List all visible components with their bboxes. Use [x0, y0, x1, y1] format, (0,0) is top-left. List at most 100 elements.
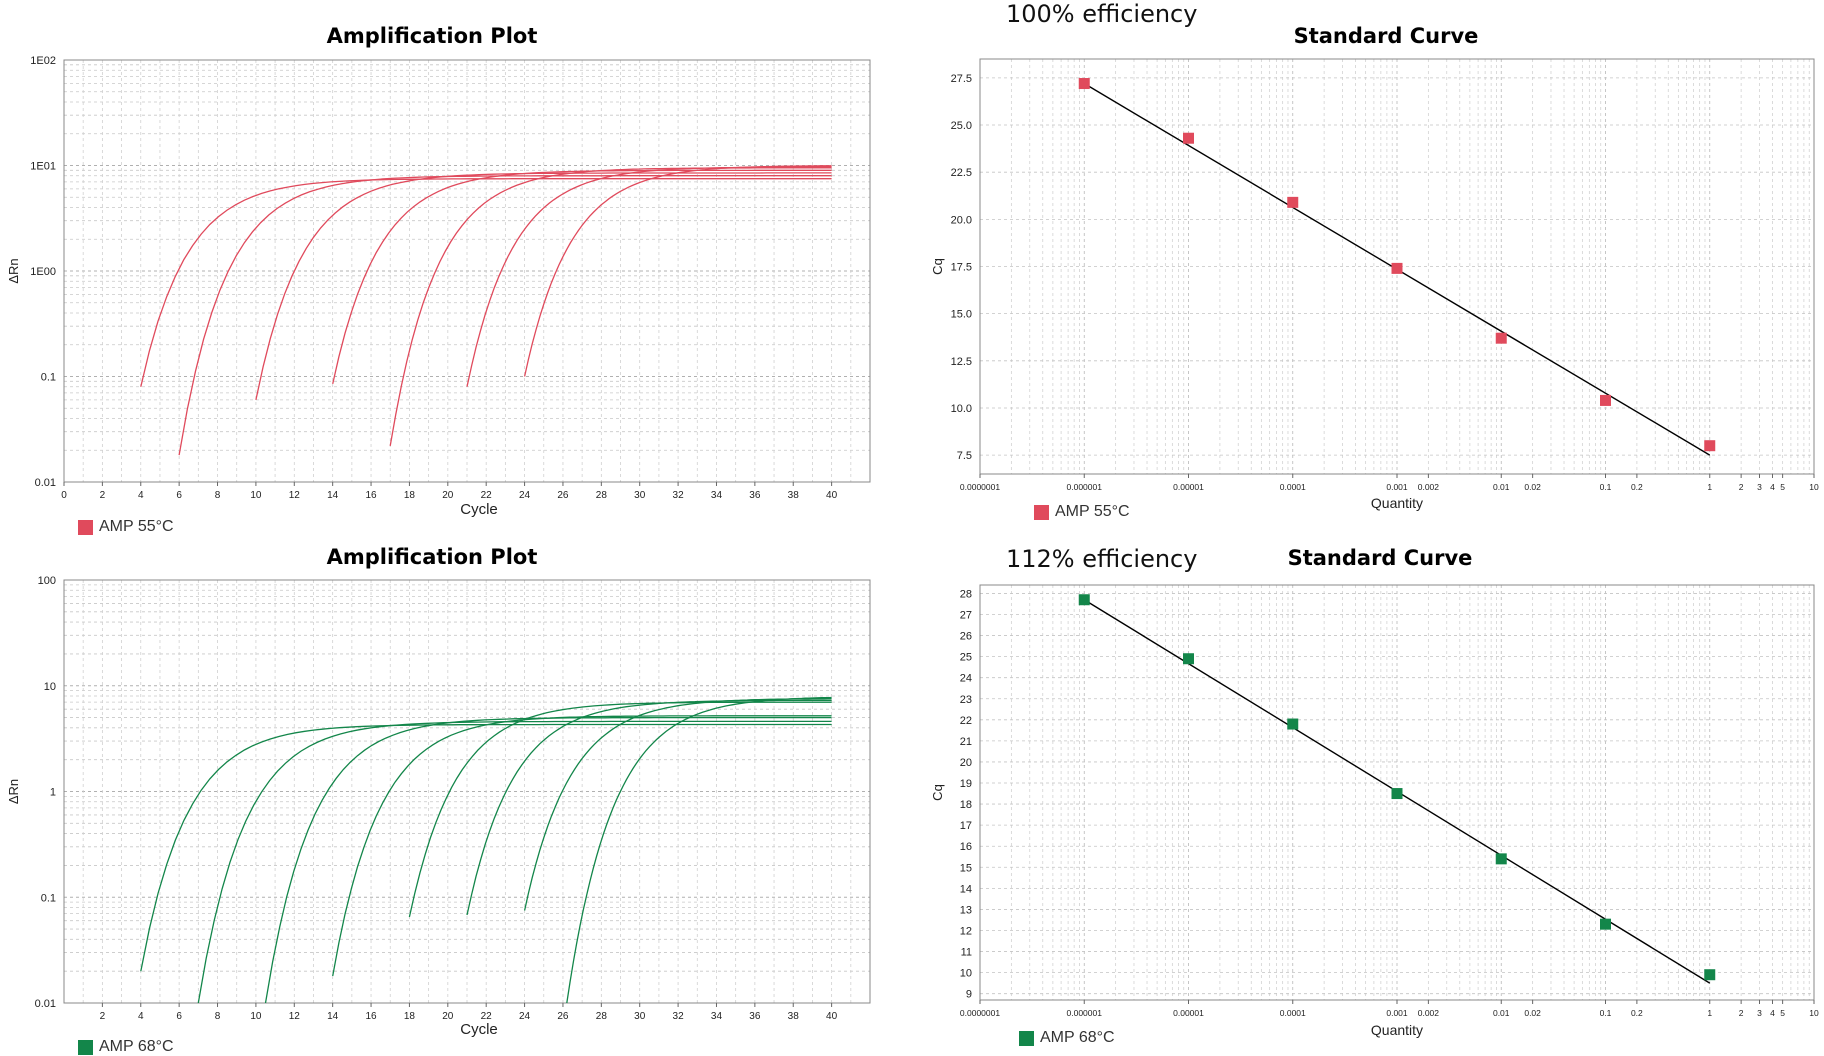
std2-legend: AMP 68°C: [1019, 1029, 1115, 1047]
amplification-curve-4: [332, 169, 832, 385]
x-tick-label: 34: [711, 490, 723, 501]
x-axis-label: Quantity: [1371, 495, 1423, 511]
y-tick-label: 10: [44, 681, 56, 693]
amplification-curve-5: [389, 167, 832, 447]
x-tick-label: 14: [327, 1011, 339, 1022]
y-axis-label: ΔRn: [6, 258, 21, 283]
x-tick-label: 0: [61, 490, 67, 501]
x-tick-label: 0.1: [1600, 482, 1612, 492]
x-axis-label: Quantity: [1371, 1022, 1423, 1038]
x-tick-label: 0.00001: [1173, 1008, 1204, 1018]
y-tick-label: 14: [960, 883, 972, 895]
y-tick-label: 15: [960, 862, 972, 874]
y-tick-label: 7.5: [957, 450, 972, 462]
x-tick-label: 30: [634, 1011, 646, 1022]
amplification-curve-6: [466, 166, 832, 387]
y-tick-label: 27.5: [951, 73, 972, 85]
x-tick-label: 2: [100, 490, 106, 501]
data-point-4: [1391, 262, 1403, 274]
x-tick-label: 18: [404, 490, 416, 501]
x-tick-label: 0.001: [1386, 482, 1408, 492]
y-tick-label: 17.5: [951, 262, 972, 274]
x-axis-label: Cycle: [460, 1021, 498, 1038]
std1-title: Standard Curve: [1293, 24, 1479, 48]
x-tick-label: 24: [519, 490, 531, 501]
amp1-plot-frame: [63, 59, 871, 483]
y-tick-label: 24: [960, 673, 972, 685]
x-tick-label: 0.02: [1524, 482, 1541, 492]
y-tick-label: 1: [50, 787, 56, 799]
x-tick-label: 0.0000001: [960, 1008, 1000, 1018]
y-tick-label: 26: [960, 631, 972, 643]
y-tick-label: 17: [960, 820, 972, 832]
x-tick-label: 12: [289, 490, 301, 501]
y-tick-label: 10.0: [951, 403, 972, 415]
y-tick-label: 20: [960, 757, 972, 769]
x-tick-label: 3: [1757, 1008, 1762, 1018]
y-tick-label: 16: [960, 841, 972, 853]
amp2-title: Amplification Plot: [326, 545, 538, 569]
x-tick-label: 26: [557, 1011, 569, 1022]
x-tick-label: 8: [215, 1011, 221, 1022]
x-tick-label: 0.2: [1631, 482, 1643, 492]
x-tick-label: 40: [826, 490, 838, 501]
y-tick-label: 20.0: [951, 214, 972, 226]
amplification-curve-7: [523, 165, 832, 377]
x-tick-label: 26: [557, 490, 569, 501]
amp2-legend-swatch: [78, 1039, 93, 1055]
x-tick-label: 38: [788, 490, 800, 501]
y-tick-label: 1E01: [30, 161, 56, 173]
x-tick-label: 28: [596, 490, 608, 501]
data-point-7: [1704, 440, 1716, 452]
std1-legend: AMP 55°C: [1034, 503, 1130, 521]
amp1-title: Amplification Plot: [326, 24, 538, 48]
amp2-grid: [64, 579, 870, 1004]
x-tick-label: 24: [519, 1011, 531, 1022]
x-tick-label: 4: [138, 490, 144, 501]
x-tick-label: 0.002: [1418, 482, 1440, 492]
x-tick-label: 0.01: [1493, 1008, 1510, 1018]
data-point-5: [1495, 853, 1507, 865]
amp1-legend: AMP 55°C: [78, 518, 174, 536]
amp1-grid: [64, 59, 870, 483]
x-tick-label: 30: [634, 490, 646, 501]
amp1-legend-swatch: [78, 519, 93, 535]
data-point-1: [1078, 594, 1090, 606]
x-tick-label: 6: [176, 490, 182, 501]
y-tick-label: 9: [966, 989, 972, 1001]
y-tick-label: 100: [38, 575, 56, 587]
y-tick-label: 21: [960, 736, 972, 748]
y-axis-label: ΔRn: [6, 779, 21, 804]
x-tick-label: 8: [215, 490, 221, 501]
data-point-3: [1287, 196, 1299, 208]
amplification-curve-2: [197, 720, 832, 1004]
x-tick-label: 2: [100, 1011, 106, 1022]
x-tick-label: 2: [1739, 1008, 1744, 1018]
data-point-7: [1704, 969, 1716, 981]
std2-legend-swatch: [1019, 1030, 1034, 1046]
y-tick-label: 11: [961, 947, 972, 959]
x-tick-label: 22: [481, 490, 493, 501]
x-tick-label: 4: [1770, 1008, 1775, 1018]
data-point-2: [1183, 653, 1194, 665]
x-tick-label: 0.01: [1493, 482, 1510, 492]
x-tick-label: 20: [442, 490, 454, 501]
x-tick-label: 0.0001: [1280, 482, 1306, 492]
std1-chart: 7.5 10.0 12.5 15.0 17.5 20.0 22.5 25.0 27.5 0.000…: [930, 58, 1819, 511]
x-tick-label: 5: [1780, 482, 1785, 492]
y-tick-label: 15.0: [951, 309, 972, 321]
x-tick-label: 16: [365, 490, 377, 501]
amp1-legend-label: AMP 55°C: [99, 518, 174, 535]
amplification-curve-3: [255, 172, 832, 401]
y-tick-label: 27: [960, 609, 972, 621]
x-tick-label: 1: [1707, 1008, 1712, 1018]
y-tick-label: 23: [960, 694, 972, 706]
x-tick-label: 0.000001: [1067, 1008, 1103, 1018]
amplification-curve-5: [408, 701, 832, 918]
data-point-5: [1495, 332, 1507, 344]
data-point-3: [1287, 718, 1299, 730]
y-axis-label: Cq: [930, 258, 945, 275]
amp2-legend: AMP 68°C: [78, 1038, 174, 1056]
y-tick-label: 0.1: [41, 372, 56, 384]
amplification-curve-2: [178, 175, 832, 456]
